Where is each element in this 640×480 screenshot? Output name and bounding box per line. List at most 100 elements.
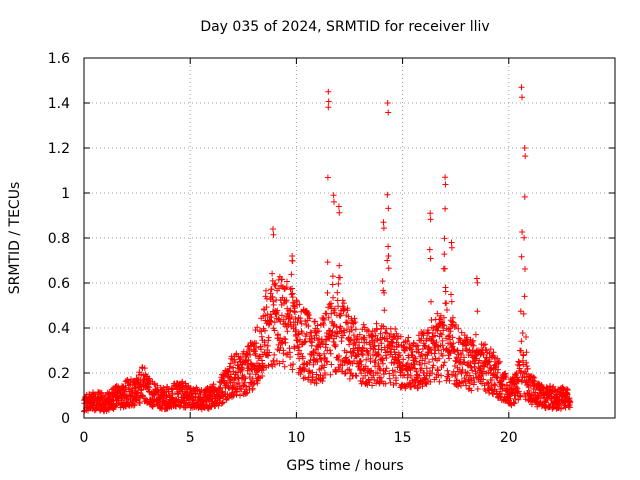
data-point (448, 298, 455, 305)
data-point (314, 337, 321, 344)
data-point (432, 332, 438, 339)
data-point (449, 343, 456, 350)
data-point (306, 359, 313, 366)
data-point (245, 365, 252, 372)
data-point (268, 286, 275, 293)
data-point (327, 350, 334, 357)
data-point (318, 357, 325, 363)
data-point (295, 344, 302, 351)
data-point (341, 306, 348, 313)
data-point (232, 359, 238, 366)
data-point (523, 349, 530, 356)
data-point (356, 331, 363, 338)
data-point (454, 355, 461, 362)
data-point (531, 378, 538, 385)
data-point (287, 354, 294, 360)
grid-lines (84, 58, 615, 418)
data-point (327, 371, 334, 378)
data-point (283, 284, 290, 291)
data-point (442, 288, 449, 295)
data-point (474, 386, 481, 392)
data-point (377, 330, 384, 337)
x-axis-title: GPS time / hours (286, 458, 403, 474)
y-tick-label: 0 (61, 411, 70, 427)
data-point (284, 328, 291, 335)
data-point (453, 358, 460, 365)
data-point (314, 358, 321, 365)
data-point (306, 312, 312, 318)
data-point (130, 402, 137, 409)
data-point (267, 317, 274, 324)
data-point (306, 367, 313, 374)
data-point (418, 335, 425, 342)
data-point (319, 378, 326, 384)
data-point (448, 291, 454, 298)
data-point (336, 353, 342, 359)
data-points (81, 84, 574, 415)
data-point (439, 342, 446, 349)
data-point (297, 336, 303, 343)
data-point (329, 281, 336, 288)
y-tick-label: 1.2 (48, 141, 70, 157)
data-point (400, 356, 407, 363)
data-point (441, 322, 448, 329)
data-point (467, 359, 474, 366)
data-point (344, 307, 351, 314)
data-point (241, 379, 248, 386)
data-point (377, 366, 384, 373)
data-point (446, 332, 453, 339)
data-point (154, 382, 161, 389)
data-point (385, 109, 392, 116)
data-point (424, 330, 431, 337)
data-point (427, 216, 434, 223)
data-point (567, 398, 574, 405)
data-point (439, 352, 446, 359)
data-point (426, 246, 433, 253)
data-point (272, 361, 278, 368)
data-point (289, 257, 296, 264)
data-point (514, 389, 521, 396)
data-point (446, 377, 453, 384)
data-point (223, 380, 230, 387)
x-tick-label: 20 (500, 430, 518, 446)
data-point (269, 293, 276, 300)
data-point (352, 372, 359, 379)
data-point (245, 356, 252, 363)
data-point (405, 371, 411, 378)
y-tick-label: 1 (61, 186, 70, 202)
data-point (373, 326, 380, 333)
data-point (277, 335, 284, 342)
data-point (272, 282, 279, 289)
data-point (472, 370, 479, 377)
data-point (373, 320, 380, 327)
data-point (271, 319, 278, 326)
data-point (371, 376, 378, 383)
data-point (519, 330, 526, 336)
data-point (491, 381, 498, 388)
data-point (408, 384, 415, 391)
data-point (268, 314, 275, 321)
data-point (325, 88, 332, 95)
data-point (284, 278, 290, 285)
data-point (353, 373, 360, 379)
data-point (280, 316, 287, 323)
data-point (321, 362, 328, 369)
data-point (375, 351, 381, 358)
data-point (263, 287, 269, 294)
data-point (258, 346, 264, 353)
data-point (313, 371, 320, 378)
data-point (290, 299, 297, 306)
data-point (366, 379, 373, 386)
data-point (343, 349, 350, 356)
data-point (325, 314, 332, 321)
data-point (313, 380, 320, 387)
data-point (352, 326, 359, 333)
data-point (337, 325, 344, 331)
data-point (247, 351, 254, 358)
data-point (393, 380, 400, 387)
data-point (270, 231, 277, 238)
data-point (498, 381, 505, 388)
data-point (441, 359, 448, 366)
data-point (302, 338, 309, 345)
